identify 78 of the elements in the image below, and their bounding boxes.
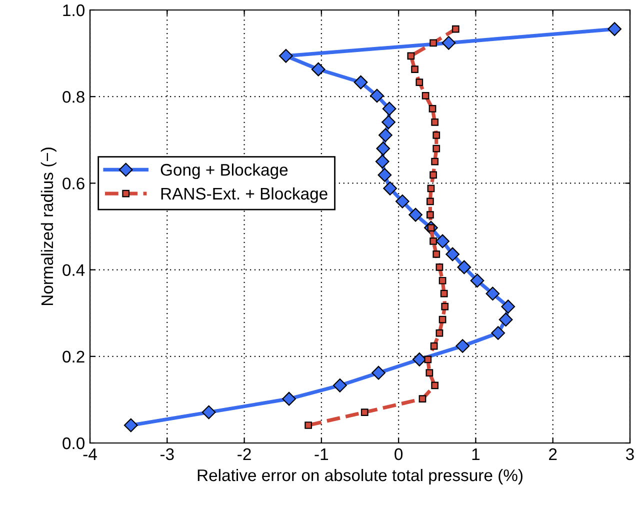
point xyxy=(498,312,513,327)
point xyxy=(416,78,424,86)
point xyxy=(608,22,622,36)
point xyxy=(486,286,500,301)
point xyxy=(354,75,368,90)
point xyxy=(375,154,390,168)
y-tick-label: 1.0 xyxy=(63,4,84,16)
point xyxy=(436,234,450,248)
point xyxy=(376,142,390,156)
x-axis-title: Relative error on absolute total pressure (%) xyxy=(198,468,522,484)
x-tick-label: 1 xyxy=(472,448,480,460)
y-axis-title: Normalized radius (−) xyxy=(40,148,56,306)
point xyxy=(457,260,472,274)
point xyxy=(279,48,293,63)
point xyxy=(282,392,296,406)
point xyxy=(501,300,516,314)
point xyxy=(395,194,410,208)
point xyxy=(382,102,396,116)
point xyxy=(438,316,446,324)
point xyxy=(378,168,392,182)
point xyxy=(411,66,418,73)
x-tick-label: -3 xyxy=(160,448,174,460)
y-tick-label: 0.6 xyxy=(62,178,84,190)
point xyxy=(422,92,430,100)
x-tick-label: -4 xyxy=(83,448,97,460)
x-tick-label: -2 xyxy=(238,448,251,460)
point xyxy=(424,356,432,364)
point xyxy=(426,369,434,377)
point xyxy=(360,408,368,416)
point xyxy=(446,247,460,262)
point xyxy=(426,211,434,218)
point xyxy=(456,339,470,353)
point xyxy=(418,395,426,403)
y-tick-label: 0.8 xyxy=(62,91,84,103)
point xyxy=(432,250,440,258)
point xyxy=(426,198,434,206)
point xyxy=(202,405,216,420)
point xyxy=(333,378,347,392)
point xyxy=(436,329,444,337)
point xyxy=(407,52,415,60)
legend-label: Gong + Blockage xyxy=(160,163,288,180)
point xyxy=(470,274,484,288)
point xyxy=(431,382,439,390)
y-tick-label: 0.4 xyxy=(62,264,85,276)
point xyxy=(311,62,326,76)
point xyxy=(378,128,392,142)
point xyxy=(370,88,384,103)
y-tick-label: 0.0 xyxy=(62,437,84,450)
y-tick-label: 0.2 xyxy=(62,350,84,363)
legend-label: RANS-Ext. + Blockage xyxy=(161,187,328,203)
point xyxy=(428,105,436,112)
point xyxy=(442,36,456,50)
point xyxy=(452,25,460,33)
point xyxy=(430,238,437,245)
point xyxy=(412,352,426,366)
point xyxy=(431,118,439,126)
point xyxy=(438,276,446,284)
point xyxy=(430,342,438,350)
point xyxy=(441,302,449,310)
point xyxy=(491,326,506,340)
point xyxy=(436,264,444,271)
point xyxy=(408,208,422,222)
point xyxy=(383,181,398,196)
x-tick-label: 2 xyxy=(549,448,557,460)
x-tick-label: -1 xyxy=(314,448,328,460)
point xyxy=(304,422,312,429)
point xyxy=(432,144,440,152)
point xyxy=(430,171,437,179)
point xyxy=(427,184,435,192)
point xyxy=(432,131,440,139)
point xyxy=(124,418,138,432)
x-tick-label: 3 xyxy=(626,448,634,460)
point xyxy=(430,39,437,47)
point xyxy=(382,115,396,130)
point xyxy=(372,366,386,380)
point xyxy=(440,290,448,298)
point xyxy=(431,158,439,166)
x-tick-label: 0 xyxy=(394,448,403,460)
